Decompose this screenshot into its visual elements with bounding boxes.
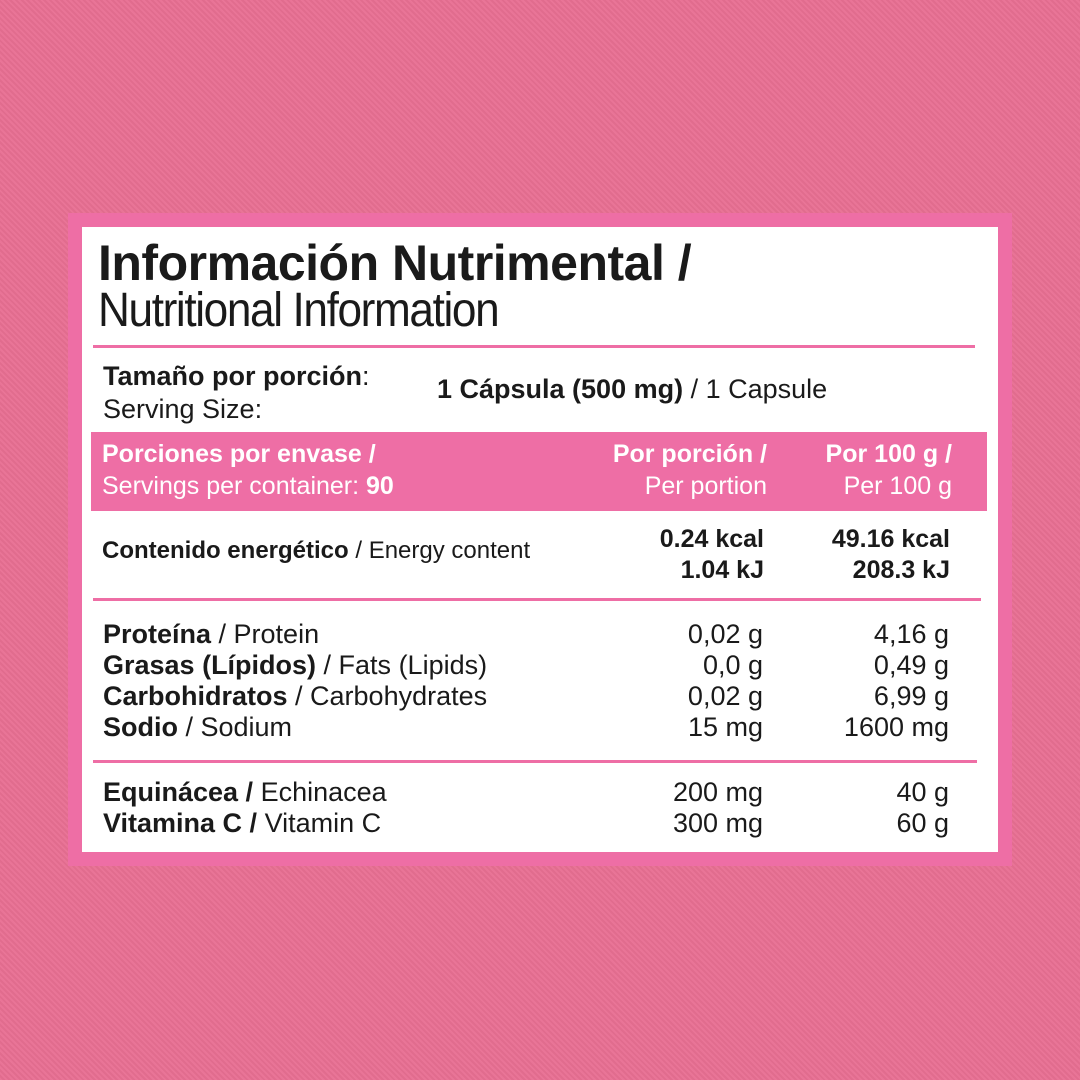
nutrient-per100-values: 4,16 g 0,49 g 6,99 g 1600 mg — [844, 619, 949, 743]
nutrient-row-sodium: Sodio / Sodium — [103, 712, 293, 742]
energy-per100-kcal: 49.16 kcal — [831, 525, 950, 553]
energy-per100-kj: 208.3 kJ — [852, 556, 950, 584]
nutrition-label — [82, 227, 998, 852]
value: 15 mg — [687, 712, 763, 742]
divider — [93, 598, 981, 601]
title-english: Nutritional Information — [98, 284, 500, 337]
value: 40 g — [896, 777, 949, 807]
servings-per-container-en: Servings per container: 90 — [102, 472, 394, 500]
servings-per-container-es: Porciones por envase / — [102, 440, 376, 468]
value: 60 g — [896, 808, 949, 838]
energy-label: Contenido energético / Energy content — [102, 537, 531, 564]
serving-size-value: 1 Cápsula (500 mg) / 1 Capsule — [437, 374, 828, 404]
divider — [93, 760, 977, 763]
nutrient-row-protein: Proteína / Protein — [103, 619, 320, 649]
per-100g-header-en: Per 100 g — [843, 472, 952, 500]
nutrient-row-carbs: Carbohidratos / Carbohydrates — [103, 681, 488, 711]
nutrient-labels: Proteína / Protein Grasas (Lípidos) / Fa… — [103, 619, 487, 743]
energy-portion-kj: 1.04 kJ — [680, 556, 764, 584]
value: 200 mg — [672, 777, 763, 807]
ingredient-labels: Equinácea / Echinacea Vitamina C / Vitam… — [103, 777, 387, 839]
column-header-band — [91, 432, 987, 511]
value: 0,0 g — [702, 650, 763, 680]
divider — [93, 345, 975, 348]
ingredient-row-vitamin-c: Vitamina C / Vitamin C — [103, 808, 382, 838]
per-portion-header-en: Per portion — [644, 472, 767, 500]
value: 4,16 g — [873, 619, 949, 649]
title-spanish: Información Nutrimental / — [98, 235, 692, 291]
value: 0,02 g — [687, 619, 763, 649]
nutrient-portion-values: 0,02 g 0,0 g 0,02 g 15 mg — [688, 619, 763, 743]
serving-size-label-en: Serving Size: — [103, 394, 263, 424]
value: 0,02 g — [687, 681, 763, 711]
energy-portion-kcal: 0.24 kcal — [659, 525, 764, 553]
value: 1600 mg — [843, 712, 949, 742]
ingredient-per100-values: 40 g 60 g — [896, 777, 949, 839]
per-portion-header-es: Por porción / — [612, 440, 767, 468]
value: 6,99 g — [873, 681, 949, 711]
serving-size-label-es: Tamaño por porción: — [103, 361, 370, 391]
per-100g-header-es: Por 100 g / — [825, 440, 952, 468]
ingredient-row-echinacea: Equinácea / Echinacea — [103, 777, 387, 807]
value: 0,49 g — [873, 650, 949, 680]
ingredient-portion-values: 200 mg 300 mg — [673, 777, 763, 839]
value: 300 mg — [672, 808, 763, 838]
nutrient-row-fats: Grasas (Lípidos) / Fats (Lipids) — [103, 650, 488, 680]
